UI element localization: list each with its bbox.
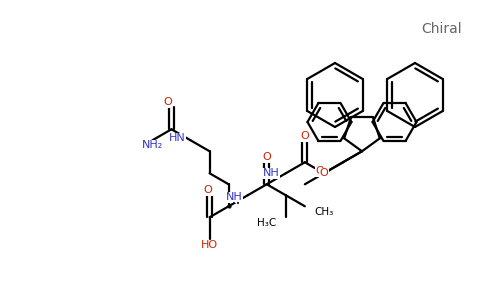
Text: Chiral: Chiral [422,22,462,36]
Text: CH₃: CH₃ [315,207,334,217]
Text: HN: HN [169,133,185,143]
Text: NH₂: NH₂ [142,140,163,150]
Text: O: O [301,131,309,141]
Text: O: O [163,97,172,107]
Text: HO: HO [201,240,218,250]
Text: NH: NH [226,192,242,202]
Text: O: O [262,152,271,162]
Text: NH: NH [263,168,280,178]
Text: O: O [319,168,328,178]
Text: H₃C: H₃C [257,218,276,228]
Text: ••: •• [232,201,240,207]
Text: O: O [203,185,212,195]
Text: O: O [316,166,324,176]
